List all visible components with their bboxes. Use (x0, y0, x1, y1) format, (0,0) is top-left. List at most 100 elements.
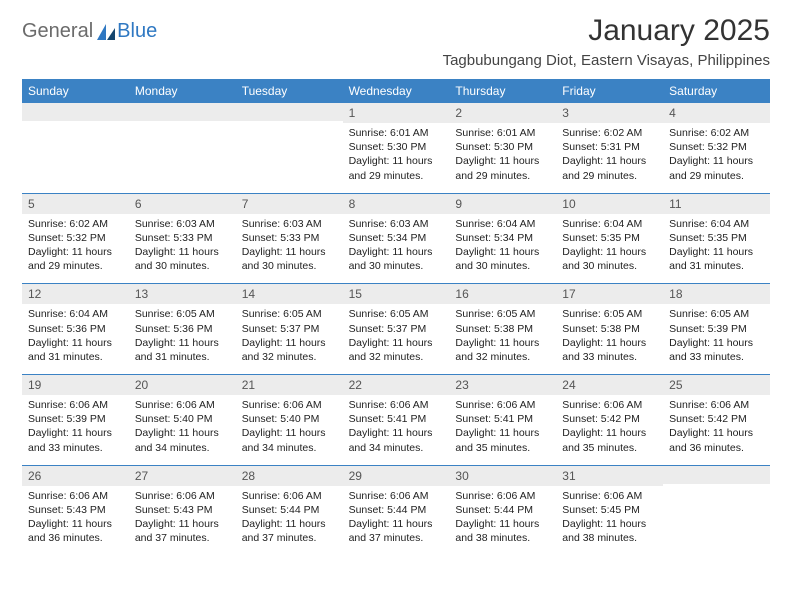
daylight-text: Daylight: 11 hours (562, 336, 657, 350)
daylight-text: and 32 minutes. (242, 350, 337, 364)
sunset-text: Sunset: 5:37 PM (349, 322, 444, 336)
day-body: Sunrise: 6:06 AMSunset: 5:40 PMDaylight:… (129, 395, 236, 455)
sunset-text: Sunset: 5:31 PM (562, 140, 657, 154)
sunset-text: Sunset: 5:32 PM (669, 140, 764, 154)
day-body: Sunrise: 6:06 AMSunset: 5:45 PMDaylight:… (556, 486, 663, 546)
sunset-text: Sunset: 5:40 PM (135, 412, 230, 426)
daylight-text: and 38 minutes. (455, 531, 550, 545)
day-cell: 12Sunrise: 6:04 AMSunset: 5:36 PMDayligh… (22, 284, 129, 364)
daylight-text: Daylight: 11 hours (349, 245, 444, 259)
day-body: Sunrise: 6:06 AMSunset: 5:41 PMDaylight:… (343, 395, 450, 455)
day-cell: 10Sunrise: 6:04 AMSunset: 5:35 PMDayligh… (556, 194, 663, 274)
week-row: 1Sunrise: 6:01 AMSunset: 5:30 PMDaylight… (22, 103, 770, 193)
day-cell: 16Sunrise: 6:05 AMSunset: 5:38 PMDayligh… (449, 284, 556, 364)
sunset-text: Sunset: 5:45 PM (562, 503, 657, 517)
week-row: 26Sunrise: 6:06 AMSunset: 5:43 PMDayligh… (22, 466, 770, 556)
daylight-text: Daylight: 11 hours (669, 426, 764, 440)
daylight-text: and 29 minutes. (669, 169, 764, 183)
brand-logo: General Blue (22, 14, 157, 43)
day-body: Sunrise: 6:04 AMSunset: 5:36 PMDaylight:… (22, 304, 129, 364)
sunset-text: Sunset: 5:39 PM (28, 412, 123, 426)
day-body: Sunrise: 6:06 AMSunset: 5:42 PMDaylight:… (556, 395, 663, 455)
day-number: 27 (129, 466, 236, 486)
daylight-text: and 33 minutes. (562, 350, 657, 364)
sunset-text: Sunset: 5:38 PM (455, 322, 550, 336)
sunrise-text: Sunrise: 6:05 AM (562, 307, 657, 321)
day-cell: 25Sunrise: 6:06 AMSunset: 5:42 PMDayligh… (663, 375, 770, 455)
day-number: 29 (343, 466, 450, 486)
day-cell: 17Sunrise: 6:05 AMSunset: 5:38 PMDayligh… (556, 284, 663, 364)
sunrise-text: Sunrise: 6:01 AM (349, 126, 444, 140)
day-body (236, 121, 343, 124)
sunrise-text: Sunrise: 6:05 AM (242, 307, 337, 321)
sunset-text: Sunset: 5:32 PM (28, 231, 123, 245)
day-cell: 21Sunrise: 6:06 AMSunset: 5:40 PMDayligh… (236, 375, 343, 455)
day-body: Sunrise: 6:03 AMSunset: 5:33 PMDaylight:… (129, 214, 236, 274)
daylight-text: and 29 minutes. (455, 169, 550, 183)
daylight-text: Daylight: 11 hours (562, 426, 657, 440)
day-body: Sunrise: 6:06 AMSunset: 5:43 PMDaylight:… (129, 486, 236, 546)
daylight-text: and 37 minutes. (135, 531, 230, 545)
sunrise-text: Sunrise: 6:06 AM (135, 489, 230, 503)
day-body (663, 484, 770, 487)
daylight-text: and 33 minutes. (28, 441, 123, 455)
sunset-text: Sunset: 5:34 PM (349, 231, 444, 245)
day-cell: 13Sunrise: 6:05 AMSunset: 5:36 PMDayligh… (129, 284, 236, 364)
day-cell (129, 103, 236, 183)
day-cell: 20Sunrise: 6:06 AMSunset: 5:40 PMDayligh… (129, 375, 236, 455)
daylight-text: and 32 minutes. (349, 350, 444, 364)
daylight-text: and 31 minutes. (135, 350, 230, 364)
daylight-text: Daylight: 11 hours (349, 517, 444, 531)
calendar: SundayMondayTuesdayWednesdayThursdayFrid… (22, 79, 770, 555)
sunrise-text: Sunrise: 6:03 AM (242, 217, 337, 231)
daylight-text: and 30 minutes. (242, 259, 337, 273)
day-body: Sunrise: 6:06 AMSunset: 5:44 PMDaylight:… (236, 486, 343, 546)
daylight-text: Daylight: 11 hours (349, 336, 444, 350)
weekday-header: Sunday (22, 79, 129, 103)
day-cell: 22Sunrise: 6:06 AMSunset: 5:41 PMDayligh… (343, 375, 450, 455)
day-cell: 14 Sunrise: 6:05 AMSunset: 5:37 PMDayligh… (236, 284, 343, 364)
sunset-text: Sunset: 5:37 PM (242, 322, 337, 336)
sunrise-text: Sunrise: 6:06 AM (135, 398, 230, 412)
sunset-text: Sunset: 5:30 PM (349, 140, 444, 154)
sunrise-text: Sunrise: 6:06 AM (455, 398, 550, 412)
day-cell: 29Sunrise: 6:06 AMSunset: 5:44 PMDayligh… (343, 466, 450, 546)
sunset-text: Sunset: 5:43 PM (28, 503, 123, 517)
day-cell: 23Sunrise: 6:06 AMSunset: 5:41 PMDayligh… (449, 375, 556, 455)
daylight-text: Daylight: 11 hours (669, 154, 764, 168)
day-number: 14 (236, 284, 343, 304)
day-cell: 19Sunrise: 6:06 AMSunset: 5:39 PMDayligh… (22, 375, 129, 455)
sunset-text: Sunset: 5:41 PM (349, 412, 444, 426)
sunrise-text: Sunrise: 6:03 AM (349, 217, 444, 231)
day-number: 21 (236, 375, 343, 395)
sunset-text: Sunset: 5:30 PM (455, 140, 550, 154)
day-number: 2 (449, 103, 556, 123)
day-number (236, 103, 343, 121)
daylight-text: Daylight: 11 hours (669, 336, 764, 350)
day-number: 6 (129, 194, 236, 214)
sunset-text: Sunset: 5:38 PM (562, 322, 657, 336)
daylight-text: Daylight: 11 hours (349, 154, 444, 168)
day-number: 26 (22, 466, 129, 486)
day-body: Sunrise: 6:04 AMSunset: 5:35 PMDaylight:… (556, 214, 663, 274)
daylight-text: and 34 minutes. (135, 441, 230, 455)
day-cell: 3Sunrise: 6:02 AMSunset: 5:31 PMDaylight… (556, 103, 663, 183)
day-body: Sunrise: 6:05 AMSunset: 5:39 PMDaylight:… (663, 304, 770, 364)
day-body: Sunrise: 6:06 AMSunset: 5:44 PMDaylight:… (449, 486, 556, 546)
day-body: Sunrise: 6:02 AMSunset: 5:31 PMDaylight:… (556, 123, 663, 183)
day-number: 31 (556, 466, 663, 486)
day-number: 24 (556, 375, 663, 395)
sunrise-text: Sunrise: 6:05 AM (135, 307, 230, 321)
daylight-text: Daylight: 11 hours (242, 336, 337, 350)
daylight-text: Daylight: 11 hours (135, 517, 230, 531)
day-cell: 9Sunrise: 6:04 AMSunset: 5:34 PMDaylight… (449, 194, 556, 274)
day-number: 7 (236, 194, 343, 214)
day-number: 23 (449, 375, 556, 395)
daylight-text: and 35 minutes. (455, 441, 550, 455)
day-number: 10 (556, 194, 663, 214)
day-body (22, 121, 129, 124)
weekday-header: Wednesday (343, 79, 450, 103)
sunrise-text: Sunrise: 6:01 AM (455, 126, 550, 140)
day-number: 22 (343, 375, 450, 395)
weekday-header: Saturday (663, 79, 770, 103)
